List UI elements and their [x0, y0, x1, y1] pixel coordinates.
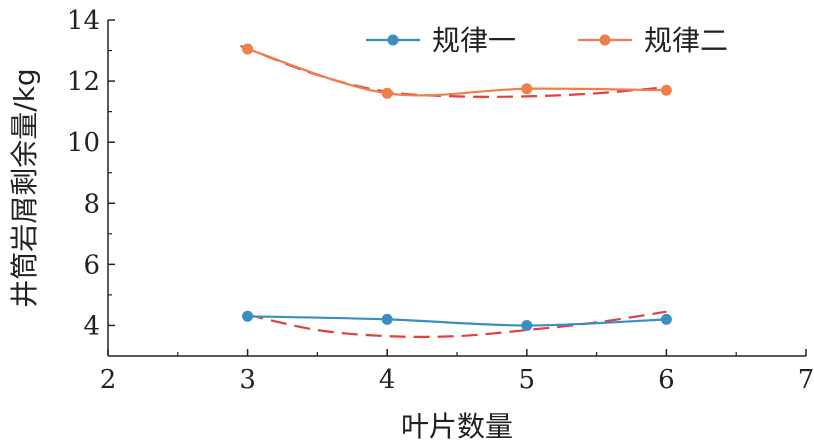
legend-marker [387, 34, 399, 46]
y-tick-label: 8 [83, 189, 100, 219]
legend-marker [599, 34, 611, 46]
y-axis-title: 井筒岩屑剩余量/kg [8, 68, 41, 307]
data-point [660, 313, 672, 325]
x-axis-title: 叶片数量 [401, 410, 513, 442]
x-tick-label: 6 [658, 365, 675, 395]
legend: 规律一 规律二 [366, 24, 728, 57]
y-tick-label: 6 [83, 250, 100, 280]
x-tick-label: 4 [379, 365, 396, 395]
y-tick-label: 12 [67, 67, 100, 97]
series-line-1 [247, 315, 667, 327]
data-point [521, 83, 533, 95]
x-tick-label: 3 [239, 365, 256, 395]
legend-label: 规律二 [644, 24, 728, 57]
data-point [242, 43, 254, 55]
trend-line-1 [247, 310, 667, 338]
series-lines [242, 43, 672, 331]
y-tick-label: 10 [67, 128, 100, 158]
x-tick-label: 2 [100, 365, 117, 395]
data-point [660, 84, 672, 96]
axes: 4 6 8 10 12 14 2 3 4 5 6 7 [67, 6, 814, 395]
x-tick-label: 5 [519, 365, 536, 395]
data-point [381, 87, 393, 99]
x-tick-label: 7 [798, 365, 814, 395]
y-tick-label: 4 [83, 311, 100, 341]
data-point [521, 319, 533, 331]
data-point [381, 313, 393, 325]
y-tick-label: 14 [67, 6, 100, 36]
series-line-2 [247, 47, 667, 97]
legend-label: 规律一 [432, 24, 516, 57]
data-point [242, 310, 254, 322]
